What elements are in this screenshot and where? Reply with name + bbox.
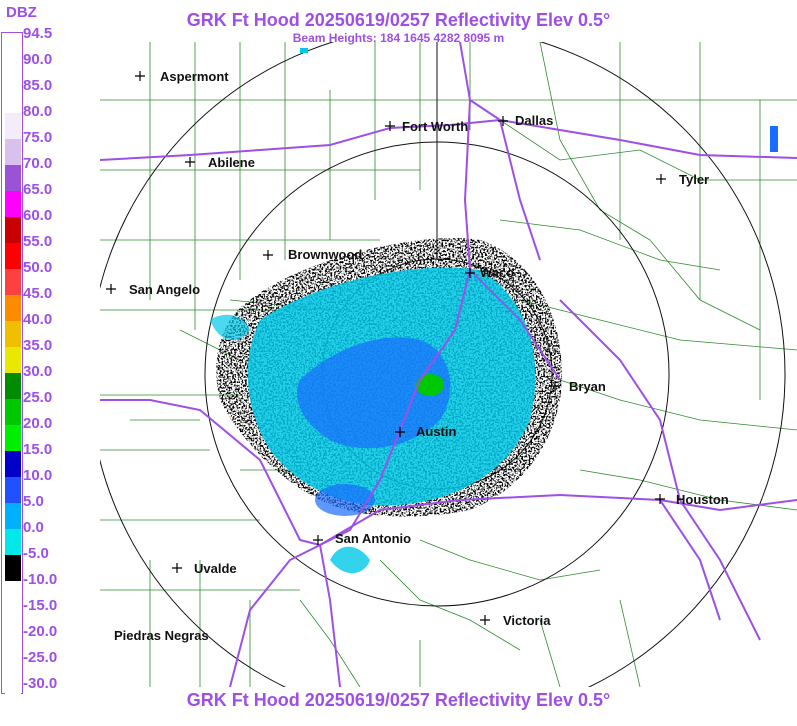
color-scale-swatch xyxy=(5,113,21,139)
city-marker-icon xyxy=(135,71,145,81)
city-label: Victoria xyxy=(503,613,551,628)
color-scale-swatch xyxy=(5,373,21,399)
city-label: Piedras Negras xyxy=(114,628,209,643)
color-scale-label: 60.0 xyxy=(23,207,53,224)
color-scale-swatch xyxy=(5,555,21,581)
city-marker-icon xyxy=(385,121,395,131)
city-label: Austin xyxy=(416,424,457,439)
color-scale-swatch xyxy=(5,217,21,243)
color-scale-label: 85.0 xyxy=(23,77,53,94)
city-label: San Antonio xyxy=(335,531,411,546)
color-scale-swatch xyxy=(5,529,21,555)
radar-map: Aspermont Fort Worth Dallas Abilene Tyler Bro… xyxy=(100,42,797,687)
color-scale-bar xyxy=(1,32,23,711)
color-scale-label: 70.0 xyxy=(23,155,53,172)
color-scale-label: 5.0 xyxy=(23,493,44,510)
color-scale-label: 20.0 xyxy=(23,415,53,432)
color-scale-label: 45.0 xyxy=(23,285,53,302)
color-scale-label: 25.0 xyxy=(23,389,53,406)
color-scale-swatch xyxy=(5,503,21,529)
color-scale-label: 55.0 xyxy=(23,233,53,250)
city-marker-icon xyxy=(480,615,490,625)
city-label: Fort Worth xyxy=(402,119,468,134)
color-scale-label: 50.0 xyxy=(23,259,53,276)
color-scale-swatch xyxy=(5,399,21,425)
color-scale-label: -20.0 xyxy=(23,623,58,640)
color-scale-label: -25.0 xyxy=(23,649,58,666)
city-marker-icon xyxy=(106,284,116,294)
city-marker-icon xyxy=(655,494,665,504)
city-marker-icon xyxy=(172,563,182,573)
color-scale-swatch xyxy=(5,139,21,165)
color-scale-label: -5.0 xyxy=(23,545,49,562)
city-label: Tyler xyxy=(679,172,709,187)
color-scale-swatch xyxy=(5,165,21,191)
color-scale-swatch xyxy=(5,633,21,659)
map-title: GRK Ft Hood 20250619/0257 Reflectivity E… xyxy=(186,10,611,30)
city-label: Abilene xyxy=(208,155,255,170)
color-scale-label: 10.0 xyxy=(23,467,53,484)
city-label: Brownwood xyxy=(288,247,362,262)
city-marker-icon xyxy=(313,535,323,545)
highways xyxy=(100,42,797,687)
color-scale-label: 65.0 xyxy=(23,181,53,198)
city-marker-icon xyxy=(185,157,195,167)
color-scale-label: 30.0 xyxy=(23,363,53,380)
city-marker-icon xyxy=(656,174,666,184)
color-scale-swatch xyxy=(5,451,21,477)
color-scale-label: 94.5 xyxy=(23,25,53,42)
color-scale-swatch xyxy=(5,607,21,633)
color-scale-swatch xyxy=(5,685,21,711)
color-scale-swatch xyxy=(5,295,21,321)
city-marker-icon xyxy=(263,250,273,260)
color-scale-swatch xyxy=(5,61,21,87)
color-scale-label: -15.0 xyxy=(23,597,58,614)
city-marker-icon xyxy=(550,381,560,391)
city-label: Bryan xyxy=(569,379,606,394)
color-scale-label: 75.0 xyxy=(23,129,53,146)
city-label: Uvalde xyxy=(194,561,237,576)
city-label: Waco xyxy=(480,265,514,280)
color-scale-swatch xyxy=(5,35,21,61)
radar-echoes xyxy=(210,48,778,574)
color-scale-swatch xyxy=(5,477,21,503)
city-marker-icon xyxy=(395,427,405,437)
color-scale-swatch xyxy=(5,87,21,113)
city-marker-icon xyxy=(498,116,508,126)
color-scale-swatch xyxy=(5,659,21,685)
city-label: Dallas xyxy=(515,113,553,128)
color-scale-unit: DBZ xyxy=(6,4,37,21)
color-scale-label: 15.0 xyxy=(23,441,53,458)
color-scale-label: 80.0 xyxy=(23,103,53,120)
color-scale-label: 35.0 xyxy=(23,337,53,354)
color-scale-label: -30.0 xyxy=(23,675,58,692)
city-label: Houston xyxy=(676,492,729,507)
color-scale-swatch xyxy=(5,425,21,451)
city-label: Aspermont xyxy=(160,69,229,84)
color-scale-swatch xyxy=(5,581,21,607)
color-scale-swatch xyxy=(5,243,21,269)
city-markers: Aspermont Fort Worth Dallas Abilene Tyler Bro… xyxy=(106,69,729,643)
color-scale-label: -10.0 xyxy=(23,571,58,588)
color-scale-swatch xyxy=(5,321,21,347)
city-label: San Angelo xyxy=(129,282,200,297)
color-scale-label: 0.0 xyxy=(23,519,44,536)
beam-heights-subtitle: Beam Heights: 184 1645 4282 8095 m xyxy=(292,31,505,45)
color-scale-swatch xyxy=(5,191,21,217)
color-scale-swatch xyxy=(5,269,21,295)
map-footer-title: GRK Ft Hood 20250619/0257 Reflectivity E… xyxy=(186,690,611,710)
color-scale-label: 90.0 xyxy=(23,51,53,68)
color-scale-label: 40.0 xyxy=(23,311,53,328)
color-scale-swatch xyxy=(5,347,21,373)
city-marker-icon xyxy=(465,268,475,278)
